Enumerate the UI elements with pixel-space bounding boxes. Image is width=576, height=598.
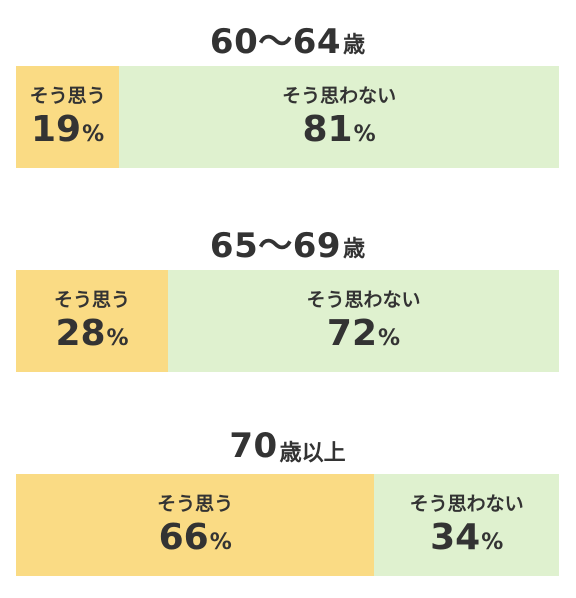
chart-title-range: 65〜69 — [209, 225, 342, 266]
percent-sign: % — [106, 326, 129, 352]
segment-value: 28% — [55, 316, 128, 352]
chart-65-69: 65〜69 歳 そう思う 28% そう思わない 72% — [16, 218, 559, 378]
bar-segment-agree: そう思う 28% — [16, 270, 169, 372]
percent-sign: % — [82, 122, 105, 148]
segment-value: 34% — [430, 520, 503, 556]
segment-value-number: 81 — [302, 109, 353, 151]
segment-value: 81% — [302, 112, 375, 148]
segment-label: そう思わない — [409, 492, 524, 515]
chart-title: 70 歳以上 — [16, 422, 559, 470]
segment-value-number: 66 — [158, 517, 209, 559]
segment-label: そう思わない — [306, 288, 421, 311]
bar-segment-agree: そう思う 66% — [16, 474, 375, 576]
stacked-bar: そう思う 19% そう思わない 81% — [16, 66, 559, 168]
percent-sign: % — [353, 122, 376, 148]
segment-value-number: 34 — [430, 517, 481, 559]
stacked-bar: そう思う 28% そう思わない 72% — [16, 270, 559, 372]
stacked-bar: そう思う 66% そう思わない 34% — [16, 474, 559, 576]
segment-label: そう思う — [157, 492, 234, 515]
percent-sign: % — [378, 326, 401, 352]
percent-sign: % — [481, 530, 504, 556]
chart-60-64: 60〜64 歳 そう思う 19% そう思わない 81% — [16, 14, 559, 174]
bar-segment-agree: そう思う 19% — [16, 66, 120, 168]
chart-70-plus: 70 歳以上 そう思う 66% そう思わない 34% — [16, 422, 559, 582]
chart-title-range: 70 — [229, 426, 278, 466]
bar-segment-disagree: そう思わない 72% — [168, 270, 559, 372]
chart-title-range: 60〜64 — [209, 21, 342, 62]
percent-sign: % — [209, 530, 232, 556]
segment-value: 19% — [31, 112, 104, 148]
segment-value-number: 72 — [326, 313, 378, 355]
segment-label: そう思う — [54, 288, 131, 311]
chart-title-unit: 歳 — [343, 237, 366, 262]
chart-title-unit: 歳 — [343, 33, 366, 58]
segment-value-number: 19 — [31, 109, 82, 151]
bar-segment-disagree: そう思わない 81% — [119, 66, 559, 168]
segment-value: 72% — [327, 316, 400, 352]
bar-segment-disagree: そう思わない 34% — [374, 474, 559, 576]
chart-title-unit: 歳以上 — [279, 441, 346, 466]
segment-value: 66% — [159, 520, 232, 556]
chart-title: 60〜64 歳 — [16, 14, 559, 62]
segment-value-number: 28 — [55, 313, 106, 355]
segment-label: そう思う — [29, 84, 106, 107]
chart-title: 65〜69 歳 — [16, 218, 559, 266]
segment-label: そう思わない — [282, 84, 397, 107]
